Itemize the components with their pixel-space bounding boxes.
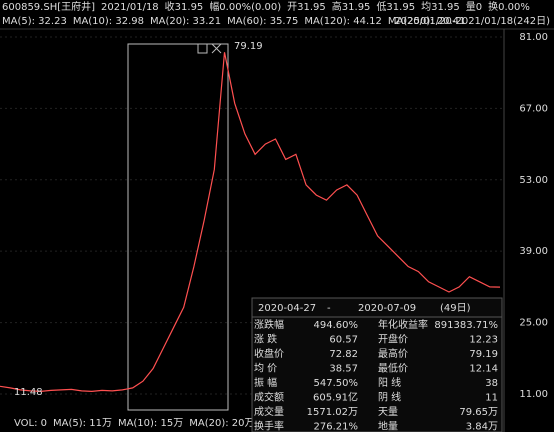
box-icon[interactable] [197,43,208,54]
stat-value: 547.50% [314,378,359,389]
quote-field: 均31.95 [421,1,460,13]
y-tick-label: 67.00 [519,103,548,114]
stat-value: 11 [485,393,498,404]
date-range: 2020/01/20-2021/01/18(242日) [394,16,550,27]
vol-label: MA(10): 15万 [118,418,183,429]
stat-label: 涨跌幅 [254,318,284,331]
quote-field: 量0 [466,1,482,13]
y-tick-label: 39.00 [519,246,548,257]
stat-label: 成交额 [254,391,284,404]
stat-value: 891383.71% [434,320,498,331]
y-tick-label: 25.00 [519,318,548,329]
stat-value: 494.60% [314,320,359,331]
stat-label: 开盘价 [378,333,408,346]
stat-value: 38.57 [329,364,358,375]
stat-value: 72.82 [329,349,358,360]
y-tick-label: 53.00 [519,175,548,186]
quote-field: 开31.95 [287,2,326,13]
vol-label: VOL: 0 [14,418,47,429]
high-annotation: 79.19 [234,41,263,52]
low-annotation: 11.48 [14,387,43,398]
ma-label: MA(60): 35.75 [227,16,298,27]
stat-value: 605.91亿 [313,391,358,404]
stat-value: 1571.02万 [307,407,358,418]
stat-label: 天量 [378,406,398,418]
panel-sep: - [327,303,331,314]
panel-days: (49日) [440,303,471,314]
stat-label: 换手率 [254,420,284,432]
vol-label: MA(20): 20万 [189,418,254,429]
quote-field: 高31.95 [332,0,371,13]
stat-label: 阳 线 [378,376,401,389]
quote-field: 换0.00% [488,0,530,13]
ma-label: MA(250): 20.41 [388,16,466,27]
vol-label: MA(5): 11万 [53,418,112,429]
close-icon[interactable] [211,43,222,54]
selection-box[interactable] [127,43,229,411]
stat-value: 38 [485,378,498,389]
y-tick-label: 81.00 [519,32,548,43]
stat-label: 均 价 [254,363,277,375]
quote-field: 低31.95 [376,0,415,13]
date: 2021/01/18 [101,2,159,13]
stats-panel [251,297,503,432]
stat-value: 12.14 [469,364,498,375]
stat-label: 阴 线 [378,391,401,404]
quote-field: 收31.95 [165,0,204,13]
price-line [0,52,501,393]
stat-value: 79.65万 [459,407,498,418]
symbol: 600859.SH[王府井] [2,0,95,13]
stat-label: 最高价 [378,347,408,360]
y-tick-label: 11.00 [519,389,548,400]
stat-label: 振 幅 [254,376,277,389]
stat-value: 60.57 [329,335,358,346]
stat-label: 收盘价 [254,347,284,360]
stat-label: 地量 [378,420,398,432]
stat-label: 最低价 [378,362,408,375]
ma-label: MA(120): 44.12 [304,16,382,27]
ma-label: MA(5): 32.23 [2,16,67,27]
quote-field: 幅0.00%(0.00) [209,0,281,13]
ma-label: MA(10): 32.98 [73,16,144,27]
stat-value: 276.21% [314,422,359,432]
panel-start: 2020-04-27 [258,303,316,314]
ma-label: MA(20): 33.21 [150,16,221,27]
stat-value: 12.23 [469,335,498,346]
stat-label: 涨 跌 [254,333,277,346]
stat-label: 年化收益率 [378,318,428,331]
stat-value: 79.19 [469,349,498,360]
stat-value: 3.84万 [466,422,498,432]
panel-end: 2020-07-09 [358,303,416,314]
stat-label: 成交量 [254,405,284,418]
